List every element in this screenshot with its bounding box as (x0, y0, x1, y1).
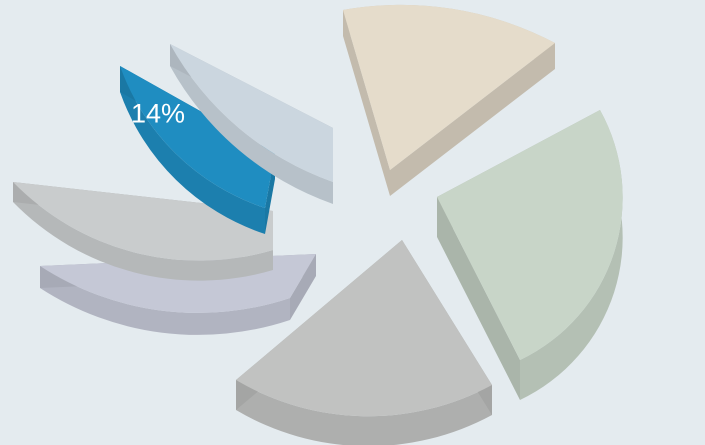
pie-slice-side (13, 182, 273, 281)
pie-slice-side (40, 266, 290, 335)
pie-slice-side (236, 380, 492, 445)
pie-slice-5 (120, 66, 275, 234)
pie-slice-top (170, 44, 333, 182)
pie-slice-top (437, 110, 623, 360)
pie-slice-top (343, 4, 555, 171)
pie-slice-side (120, 66, 265, 234)
pie-slice-top (13, 182, 273, 261)
pie-slice-top (236, 240, 492, 417)
slice-percent-label: 14% (131, 98, 185, 128)
pie-slice-side (520, 110, 623, 400)
pie-slice-top (120, 66, 275, 208)
pie-slice-2 (236, 240, 492, 445)
pie-slice-1 (437, 110, 623, 400)
pie-slice-6 (170, 44, 333, 204)
pie-slice-7 (343, 4, 555, 196)
pie-slice-side (170, 44, 333, 204)
